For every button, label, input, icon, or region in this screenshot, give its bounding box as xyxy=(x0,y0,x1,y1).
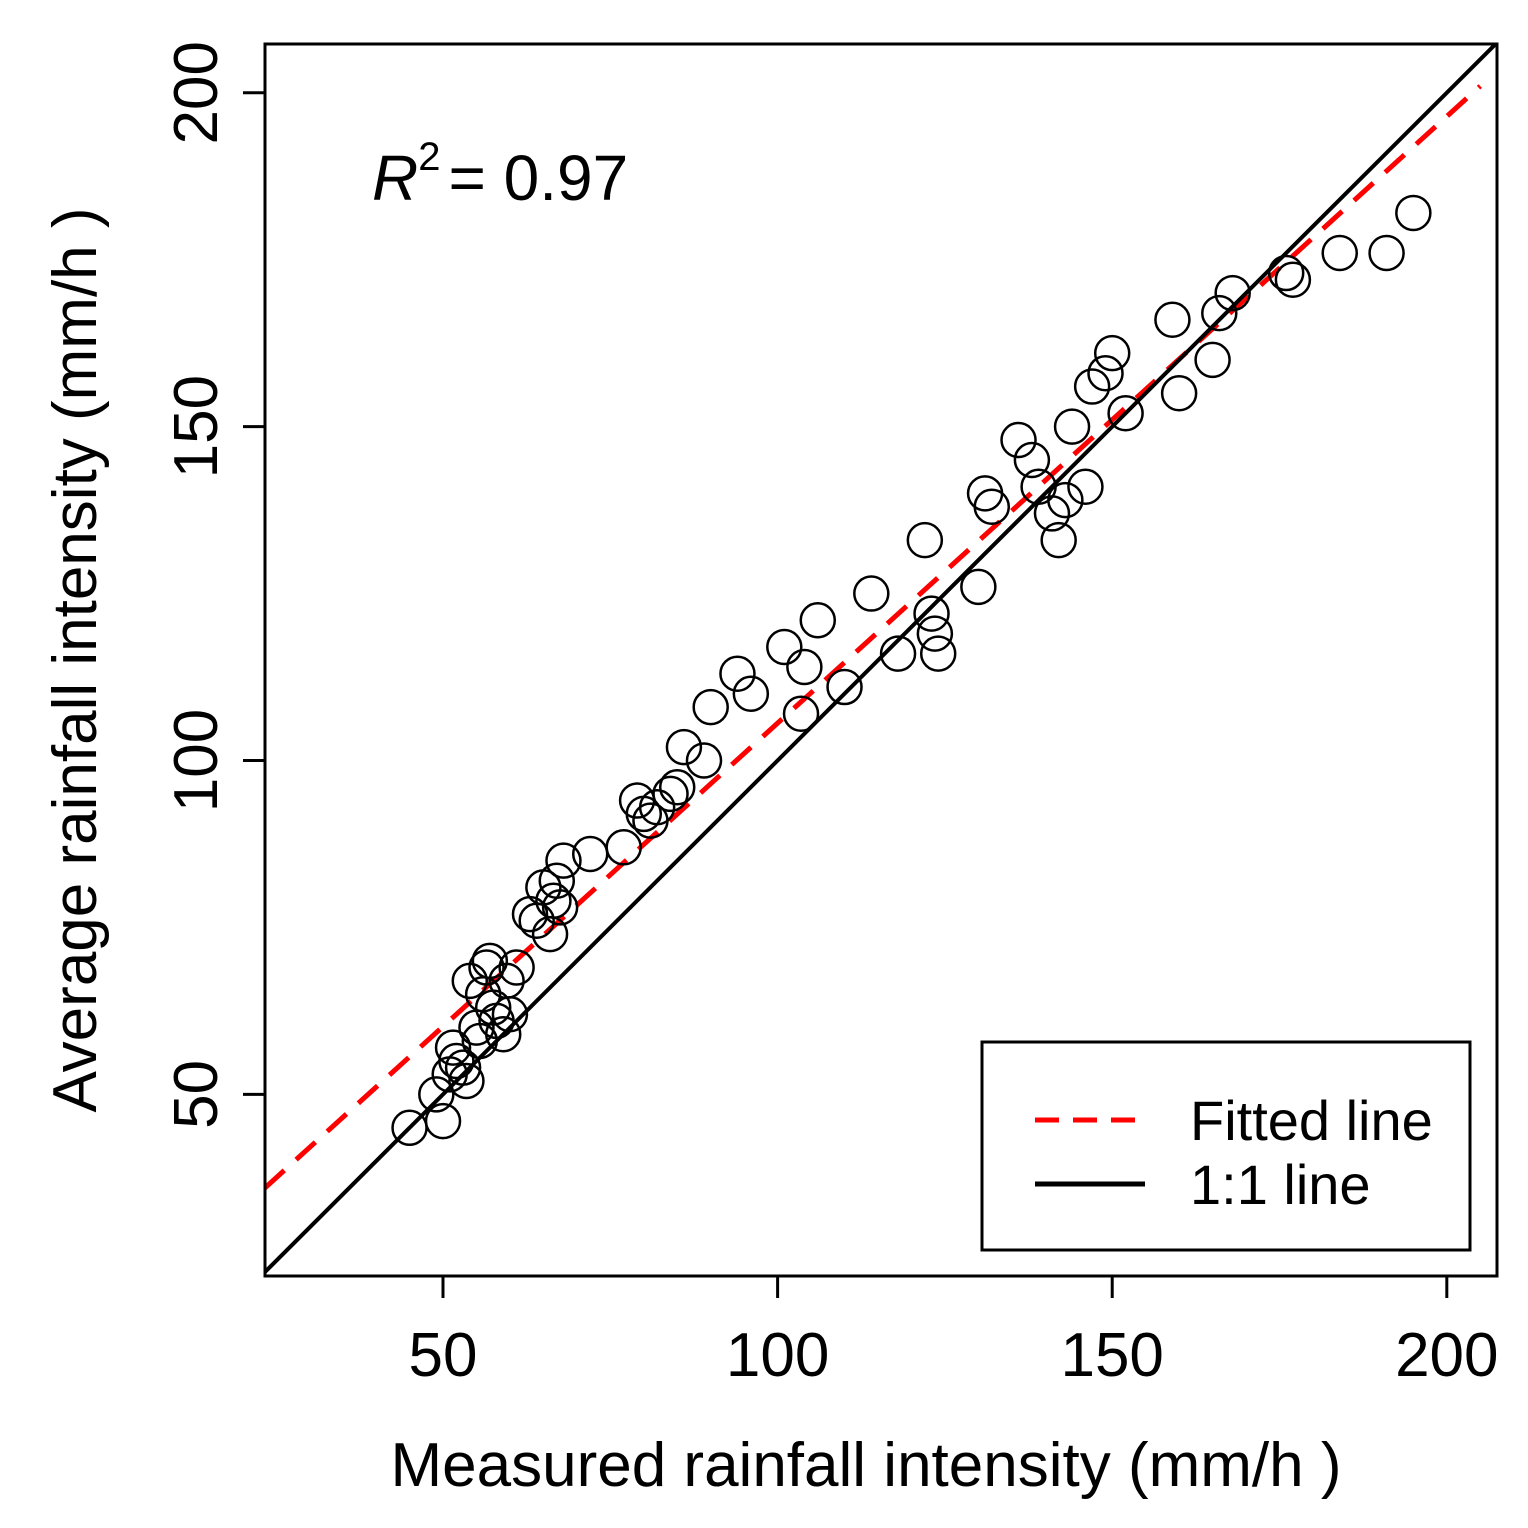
data-point xyxy=(913,595,950,632)
data-point xyxy=(719,655,756,692)
data-point xyxy=(853,575,890,612)
data-point xyxy=(782,695,820,733)
legend: Fitted line 1:1 line xyxy=(980,1040,1472,1252)
x-axis: 50 100 150 200 xyxy=(409,1276,1499,1390)
data-point xyxy=(1214,274,1251,312)
data-point xyxy=(786,648,823,686)
data-point xyxy=(418,1076,455,1113)
data-point xyxy=(434,1029,472,1066)
data-point xyxy=(1047,481,1084,519)
data-point xyxy=(605,829,642,866)
x-axis-title: Measured rainfall intensity (mm/h ) xyxy=(391,1431,1342,1500)
data-point xyxy=(692,688,729,726)
y-axis: 50 100 150 200 xyxy=(162,41,265,1129)
r-squared-value: = 0.97 xyxy=(448,142,628,214)
data-point xyxy=(799,602,837,639)
data-point xyxy=(444,1049,482,1086)
data-point xyxy=(1395,194,1432,232)
data-point xyxy=(1154,301,1191,339)
legend-one-to-one-label: 1:1 line xyxy=(1190,1153,1371,1216)
data-point xyxy=(1013,441,1051,479)
data-point xyxy=(665,728,703,766)
x-tick-label: 50 xyxy=(409,1321,478,1390)
data-point xyxy=(879,635,917,672)
y-axis-title: Average rainfall intensity (mm/h ) xyxy=(41,207,110,1112)
data-point xyxy=(1274,261,1312,298)
data-point xyxy=(1000,421,1037,459)
x-tick-label: 150 xyxy=(1060,1321,1163,1390)
r-squared-annotation: R2 = 0.97 xyxy=(372,135,628,214)
data-point xyxy=(658,768,696,806)
data-point xyxy=(1040,521,1077,559)
data-point xyxy=(541,889,579,926)
data-point xyxy=(919,635,957,672)
data-point xyxy=(1093,334,1131,372)
data-point xyxy=(916,615,954,652)
y-tick-label: 50 xyxy=(162,1060,231,1129)
data-point xyxy=(1321,234,1358,272)
data-point xyxy=(484,1016,522,1053)
r-exponent: 2 xyxy=(418,135,440,179)
data-point xyxy=(1067,468,1104,505)
points-layer xyxy=(391,194,1432,1147)
data-point xyxy=(732,675,770,712)
data-point xyxy=(652,775,689,813)
data-point xyxy=(538,862,576,899)
data-point xyxy=(973,488,1011,526)
data-point xyxy=(766,628,803,666)
x-tick-label: 200 xyxy=(1395,1321,1498,1390)
data-point xyxy=(906,521,944,559)
data-point xyxy=(1194,341,1231,379)
data-point xyxy=(1160,374,1198,412)
data-point xyxy=(491,995,529,1033)
data-point xyxy=(1087,354,1124,392)
data-point xyxy=(1267,254,1305,292)
legend-box xyxy=(980,1040,1472,1252)
data-point xyxy=(1053,408,1091,445)
x-tick-label: 100 xyxy=(726,1321,829,1390)
data-point xyxy=(448,1062,485,1100)
legend-fitted-line-label: Fitted line xyxy=(1190,1089,1433,1152)
data-point xyxy=(424,1102,462,1140)
data-point xyxy=(638,788,676,826)
y-tick-label: 100 xyxy=(162,709,231,812)
y-tick-label: 200 xyxy=(162,41,231,144)
data-point xyxy=(1368,234,1405,272)
data-point xyxy=(1033,495,1071,532)
data-point xyxy=(1201,294,1238,332)
data-point xyxy=(1107,395,1144,432)
svg-text:R2= 0.97: R2 = 0.97 xyxy=(372,135,628,214)
data-point xyxy=(498,949,535,986)
data-point xyxy=(545,842,582,879)
data-point xyxy=(960,568,997,606)
data-point xyxy=(468,949,505,986)
data-point xyxy=(826,668,863,706)
y-tick-label: 150 xyxy=(162,375,231,478)
data-point xyxy=(685,742,723,779)
data-point xyxy=(535,882,572,919)
plot-frame xyxy=(263,42,1499,1278)
r-symbol: R xyxy=(372,142,418,214)
data-point xyxy=(1073,368,1111,405)
data-point xyxy=(438,1042,475,1080)
